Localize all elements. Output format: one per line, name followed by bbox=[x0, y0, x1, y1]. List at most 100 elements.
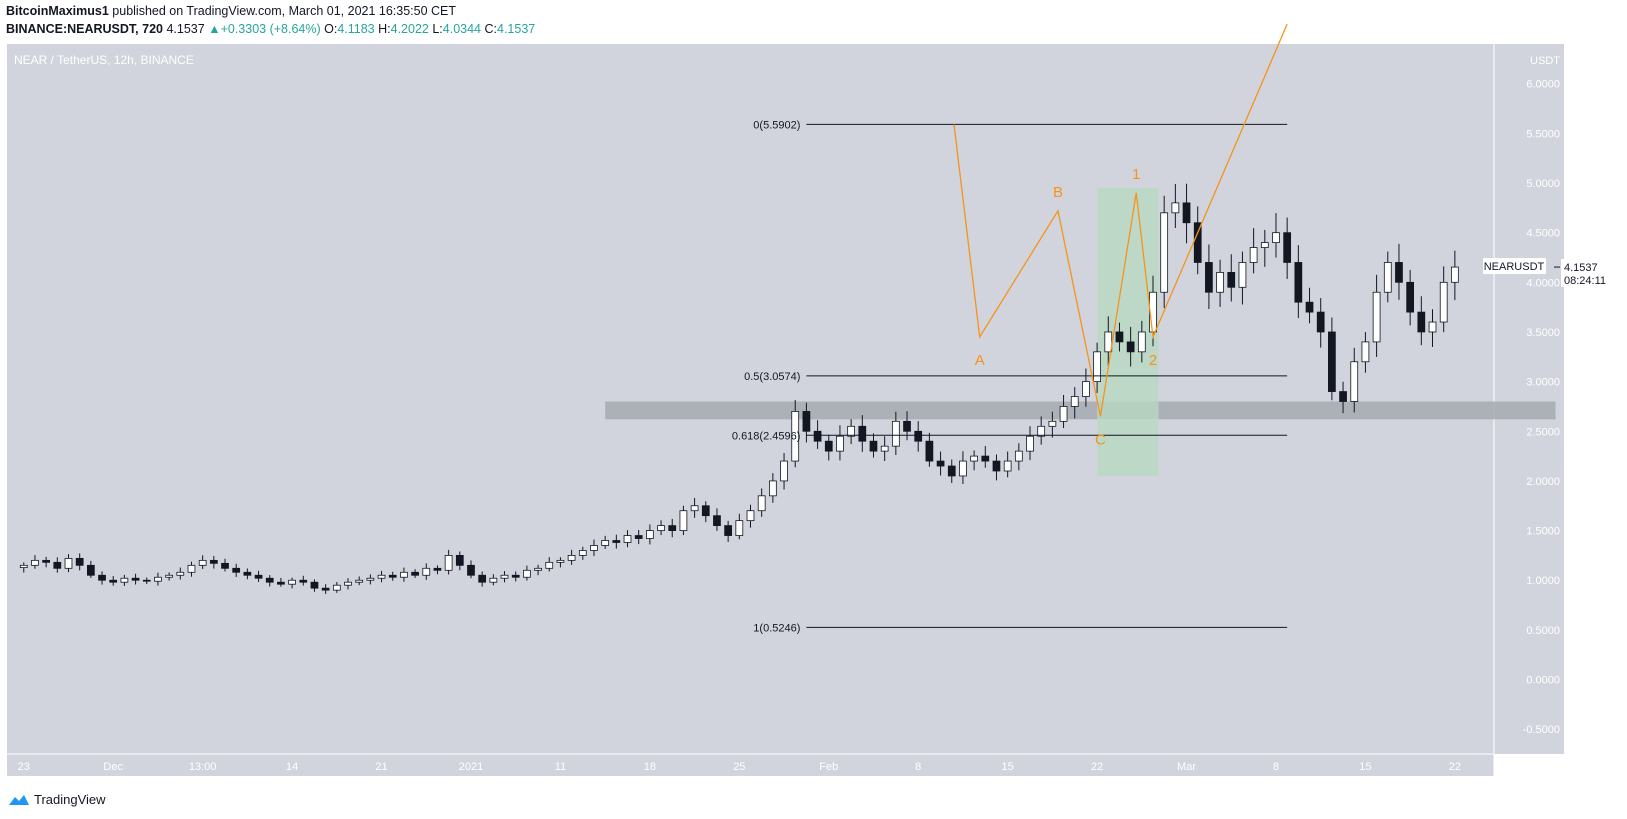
candle-body bbox=[992, 460, 1001, 472]
y-tick-label: 5.0000 bbox=[1526, 178, 1560, 190]
candle bbox=[1227, 254, 1236, 302]
fib-level-label: 0.618(2.4596) bbox=[732, 430, 801, 442]
candle bbox=[534, 564, 542, 576]
candle bbox=[634, 529, 643, 545]
x-tick-label: 15 bbox=[1359, 761, 1371, 773]
candle bbox=[310, 579, 319, 592]
candle-body bbox=[75, 557, 84, 566]
candle bbox=[936, 451, 945, 476]
candle-body bbox=[757, 495, 766, 512]
time-axis-pane[interactable] bbox=[7, 754, 1494, 776]
candle-body bbox=[1339, 391, 1347, 402]
candle-body bbox=[847, 425, 855, 437]
price-change: +0.3303 (+8.64%) bbox=[220, 22, 321, 36]
candle bbox=[1350, 347, 1359, 413]
candle bbox=[109, 576, 118, 586]
wave-label: C bbox=[1095, 431, 1106, 448]
x-tick-label: 23 bbox=[18, 761, 30, 773]
candle bbox=[1037, 416, 1046, 445]
candle-body bbox=[478, 574, 487, 583]
candle-body bbox=[746, 510, 755, 522]
symbol-line: BINANCE:NEARUSDT, 720 bbox=[6, 22, 163, 36]
candle bbox=[209, 555, 218, 569]
candle-body bbox=[1137, 331, 1146, 353]
candle bbox=[500, 571, 509, 583]
y-tick-label: 5.5000 bbox=[1526, 128, 1560, 140]
candle-body bbox=[1238, 262, 1247, 288]
candle-body bbox=[858, 425, 867, 442]
x-tick-label: 18 bbox=[644, 761, 656, 773]
candle-body bbox=[914, 430, 923, 442]
x-tick-label: 14 bbox=[286, 761, 298, 773]
open-value: 4.1183 bbox=[337, 22, 375, 36]
candle bbox=[232, 563, 241, 577]
candle bbox=[411, 569, 419, 578]
candle bbox=[198, 555, 207, 570]
candle bbox=[1026, 426, 1034, 461]
candle bbox=[858, 415, 867, 452]
close-value: 4.1537 bbox=[497, 22, 536, 36]
candle bbox=[1182, 183, 1191, 244]
candle-body bbox=[947, 465, 956, 477]
candle bbox=[1014, 443, 1023, 471]
candle-body bbox=[1227, 271, 1236, 288]
candle bbox=[914, 421, 923, 452]
price-axis-pane[interactable] bbox=[1494, 44, 1564, 754]
fib-level-label: 1(0.5246) bbox=[753, 622, 800, 634]
candle-body bbox=[1037, 425, 1046, 437]
chart-pane[interactable] bbox=[7, 44, 1494, 754]
candle bbox=[154, 572, 162, 586]
candle-body bbox=[277, 581, 285, 585]
candle-body bbox=[959, 460, 967, 477]
candle bbox=[1059, 394, 1068, 429]
candle-body bbox=[1249, 247, 1258, 263]
candle bbox=[467, 560, 475, 579]
candle-body bbox=[511, 574, 520, 578]
candle bbox=[757, 488, 766, 517]
candle bbox=[86, 560, 95, 578]
candle bbox=[1272, 213, 1280, 258]
candle bbox=[277, 577, 285, 587]
publisher-name[interactable]: BitcoinMaximus1 bbox=[6, 4, 109, 18]
candle-body bbox=[612, 540, 621, 543]
candle bbox=[254, 570, 263, 582]
candle bbox=[1395, 243, 1403, 300]
chart-title: NEAR / TetherUS, 12h, BINANCE bbox=[14, 53, 194, 67]
up-arrow-icon: ▲ bbox=[208, 22, 221, 36]
candle bbox=[1070, 387, 1079, 419]
open-label: O: bbox=[324, 22, 338, 36]
candle-body bbox=[891, 420, 900, 447]
candle bbox=[1003, 451, 1012, 478]
x-tick-label: 25 bbox=[733, 761, 745, 773]
tradingview-logo-icon[interactable] bbox=[8, 793, 30, 807]
candle-body bbox=[1350, 361, 1359, 402]
candle-body bbox=[634, 535, 643, 539]
symbol-tag-text: NEARUSDT bbox=[1484, 261, 1545, 273]
candle-body bbox=[1205, 262, 1213, 293]
candle-body bbox=[925, 440, 934, 462]
candle bbox=[690, 497, 699, 518]
high-label: H: bbox=[378, 22, 391, 36]
candle bbox=[388, 571, 397, 581]
candle bbox=[1171, 183, 1180, 228]
candle-body bbox=[679, 510, 688, 531]
price-tag-value: 4.1537 bbox=[1564, 262, 1598, 274]
candle bbox=[64, 554, 73, 573]
candle-body bbox=[701, 505, 710, 517]
x-tick-label: Feb bbox=[819, 761, 838, 773]
candle-body bbox=[1126, 341, 1135, 353]
x-tick-label: 21 bbox=[375, 761, 387, 773]
candle bbox=[1283, 217, 1292, 279]
low-label: L: bbox=[432, 22, 443, 36]
candle-body bbox=[1316, 311, 1325, 333]
candle-body bbox=[646, 530, 654, 539]
candle bbox=[1361, 332, 1370, 373]
candle bbox=[545, 557, 554, 572]
candle-body bbox=[556, 559, 565, 563]
x-tick-label: 2021 bbox=[459, 761, 483, 773]
y-tick-label: 1.5000 bbox=[1526, 526, 1560, 538]
candle bbox=[1137, 320, 1146, 363]
last-price: 4.1537 bbox=[166, 22, 205, 36]
footer-brand[interactable]: TradingView bbox=[34, 792, 106, 807]
